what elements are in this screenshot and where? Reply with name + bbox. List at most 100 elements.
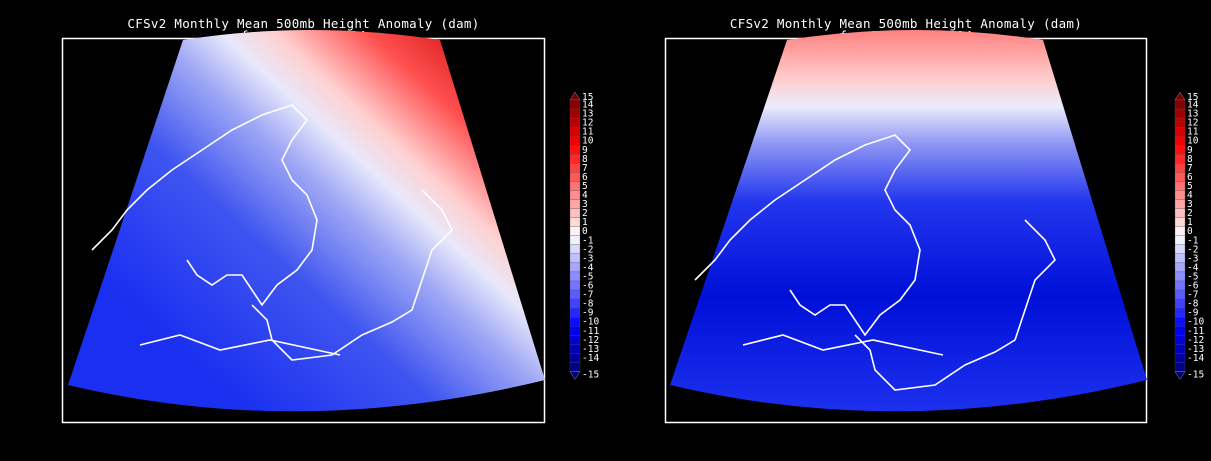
left-map-field (68, 30, 545, 412)
colorbar-label: -4 (582, 262, 594, 273)
coastline-scandinavia (694, 134, 921, 337)
colorbar-label: -7 (1187, 290, 1198, 301)
colorbar-swatch (1174, 244, 1186, 255)
colorbar-label: -9 (1187, 308, 1199, 319)
right-colorbar: 1514131211109876543210-1-2-3-4-5-6-7-8-9… (1174, 91, 1204, 381)
colorbar-swatch (569, 108, 581, 119)
colorbar-swatch (1174, 353, 1186, 363)
colorbar-swatch (569, 298, 581, 309)
colorbar-label: 2 (1187, 208, 1193, 219)
colorbar-swatch (1174, 136, 1186, 146)
colorbar-label: 5 (1187, 181, 1193, 192)
colorbar-label: -6 (582, 281, 594, 292)
colorbar-label: 4 (1187, 190, 1193, 201)
colorbar-label: -15 (1187, 370, 1204, 381)
colorbar-label: -13 (582, 344, 599, 355)
colorbar-label: 14 (582, 100, 594, 111)
colorbar-label: 8 (1187, 154, 1193, 165)
colorbar-swatch (569, 190, 581, 200)
colorbar-swatch (1174, 172, 1186, 182)
colorbar-min-triangle (569, 371, 581, 380)
colorbar-label: -13 (1187, 344, 1204, 355)
colorbar-label: 4 (582, 190, 588, 201)
colorbar-swatch (569, 344, 581, 354)
colorbar-swatch (569, 317, 581, 327)
colorbar-swatch (569, 217, 581, 227)
colorbar-swatch (1174, 127, 1186, 137)
colorbar-swatch (569, 353, 581, 363)
colorbar-swatch (569, 335, 581, 345)
colorbar-swatch (1174, 199, 1186, 209)
colorbar-label: 3 (582, 199, 588, 210)
colorbar-swatch (1174, 108, 1186, 119)
colorbar-label: -10 (582, 317, 599, 328)
colorbar-swatch (569, 117, 581, 128)
colorbar-label: 7 (1187, 163, 1193, 174)
colorbar-swatch (569, 172, 581, 182)
colorbar-label: -7 (582, 290, 593, 301)
colorbar-label: -4 (1187, 262, 1199, 273)
colorbar-label: 13 (582, 109, 593, 120)
colorbar-label: -6 (1187, 281, 1199, 292)
colorbar-swatch (1174, 344, 1186, 354)
colorbar-label: -10 (1187, 317, 1204, 328)
colorbar-swatch (569, 326, 581, 336)
colorbar-label: -3 (1187, 253, 1198, 264)
colorbar-swatch (1174, 145, 1186, 155)
colorbar-swatch (1174, 298, 1186, 309)
left-colorbar: 1514131211109876543210-1-2-3-4-5-6-7-8-9… (569, 91, 599, 381)
colorbar-label: -1 (1187, 235, 1199, 246)
colorbar-label: 10 (582, 136, 594, 147)
colorbar-label: 15 (582, 92, 593, 103)
colorbar-swatch (1174, 289, 1186, 300)
colorbar-swatch (569, 307, 581, 318)
colorbar-label: -11 (1187, 326, 1204, 337)
colorbar-label: 1 (582, 217, 588, 228)
colorbar-label: 6 (582, 172, 588, 183)
colorbar-label: 11 (1187, 127, 1199, 138)
colorbar-label: 3 (1187, 199, 1193, 210)
colorbar-label: -1 (582, 235, 594, 246)
colorbar-swatch (1174, 326, 1186, 336)
colorbar-label: 12 (1187, 118, 1198, 129)
colorbar-label: -5 (582, 271, 593, 282)
colorbar-label: -8 (582, 299, 594, 310)
coastline-baltic (854, 219, 1056, 391)
left-title-line1: CFSv2 Monthly Mean 500mb Height Anomaly … (127, 16, 480, 31)
colorbar-swatch (569, 208, 581, 218)
colorbar-label: -3 (582, 253, 593, 264)
colorbar-label: 9 (582, 145, 588, 156)
colorbar-swatch (1174, 335, 1186, 345)
colorbar-swatch (569, 244, 581, 255)
colorbar-label: -9 (582, 308, 594, 319)
colorbar-label: -8 (1187, 299, 1199, 310)
colorbar-swatch (569, 99, 581, 110)
colorbar-label: -11 (582, 326, 599, 337)
right-map-field (670, 30, 1147, 412)
colorbar-swatch (569, 127, 581, 137)
coastline-north-europe (139, 334, 341, 356)
colorbar-swatch (1174, 226, 1186, 236)
colorbar-swatch (1174, 208, 1186, 218)
colorbar-swatch (1174, 362, 1186, 372)
colorbar-swatch (1174, 262, 1186, 273)
colorbar-max-triangle (569, 91, 581, 101)
colorbar-swatch (569, 154, 581, 164)
right-title-line1: CFSv2 Monthly Mean 500mb Height Anomaly … (729, 16, 1083, 31)
colorbar-swatch (569, 271, 581, 282)
colorbar-label: -12 (582, 335, 599, 346)
colorbar-swatch (569, 262, 581, 273)
colorbar-swatch (1174, 190, 1186, 200)
colorbar-label: 6 (1187, 172, 1193, 183)
colorbar-label: 15 (1187, 92, 1198, 103)
colorbar-label: 0 (582, 226, 588, 237)
colorbar-swatch (1174, 217, 1186, 227)
colorbar-label: 8 (582, 154, 588, 165)
colorbar-swatch (1174, 235, 1186, 245)
colorbar-swatch (1174, 280, 1186, 291)
colorbar-label: 12 (582, 118, 593, 129)
coastlines (91, 104, 1056, 391)
colorbar-label: -14 (582, 353, 599, 364)
colorbar-swatch (569, 136, 581, 146)
